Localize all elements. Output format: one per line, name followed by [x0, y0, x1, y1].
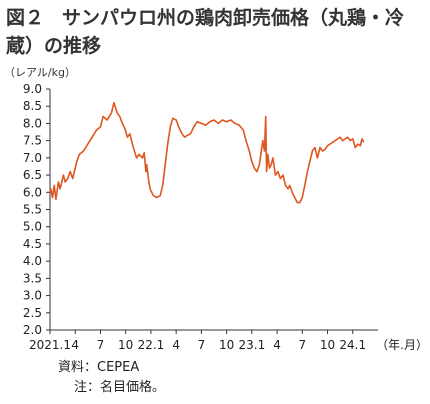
chart-axes — [49, 89, 378, 331]
y-tick-label: 8.5 — [23, 99, 42, 113]
y-tick-label: 2.0 — [23, 323, 42, 337]
x-tick-label: 7 — [97, 338, 105, 352]
y-tick-label: 5.0 — [23, 220, 42, 234]
x-tick-label: 10 — [118, 338, 133, 352]
x-tick-label: 24.1 — [339, 338, 366, 352]
x-tick-label: 4 — [71, 338, 79, 352]
price-series-line — [49, 102, 365, 204]
chart-title: 図２ サンパウロ州の鶏肉卸売価格（丸鶏・冷蔵）の推移 — [6, 4, 426, 60]
x-tick-label: 22.1 — [138, 338, 165, 352]
y-tick-label: 7.0 — [23, 151, 42, 165]
x-tick-label: 4 — [273, 338, 281, 352]
x-tick-label: 7 — [298, 338, 306, 352]
y-tick-label: 9.0 — [23, 82, 42, 96]
y-tick-label: 3.5 — [23, 271, 42, 285]
x-tick-label: 10 — [219, 338, 234, 352]
title-text: サンパウロ州の鶏肉卸売価格（丸鶏・冷蔵）の推移 — [6, 7, 405, 57]
y-axis-unit: （レアル/kg） — [4, 66, 76, 79]
x-tick-label: 7 — [198, 338, 206, 352]
x-tick-label: 23.1 — [238, 338, 265, 352]
y-tick-label: 8.0 — [23, 116, 42, 130]
y-tick-label: 2.5 — [23, 306, 42, 320]
y-tick-label: 7.5 — [23, 134, 42, 148]
x-tick-label: 4 — [172, 338, 180, 352]
y-tick-label: 6.0 — [23, 185, 42, 199]
footnotes: 資料：CEPEA 注：名目価格。 — [58, 358, 165, 398]
x-tick-label: 10 — [320, 338, 335, 352]
y-tick-label: 4.0 — [23, 254, 42, 268]
figure-number: 図２ — [6, 7, 45, 29]
x-axis-ticks: 2021.1 4 7 10 22.1 4 7 10 23.1 4 7 10 24.1 （年.月） — [29, 330, 428, 352]
x-axis-unit: （年.月） — [376, 338, 428, 352]
y-tick-label: 5.5 — [23, 203, 42, 217]
x-tick-label: 2021.1 — [29, 338, 71, 352]
y-tick-label: 4.5 — [23, 237, 42, 251]
y-tick-label: 6.5 — [23, 168, 42, 182]
source-note: 資料：CEPEA — [58, 360, 140, 375]
y-tick-label: 3.0 — [23, 289, 42, 303]
y-axis-ticks: 2.0 2.5 3.0 3.5 4.0 4.5 5.0 5.5 6.0 6.5 7.0 7.5 8.0 8… — [23, 82, 50, 337]
footnote: 注：名目価格。 — [74, 380, 166, 395]
